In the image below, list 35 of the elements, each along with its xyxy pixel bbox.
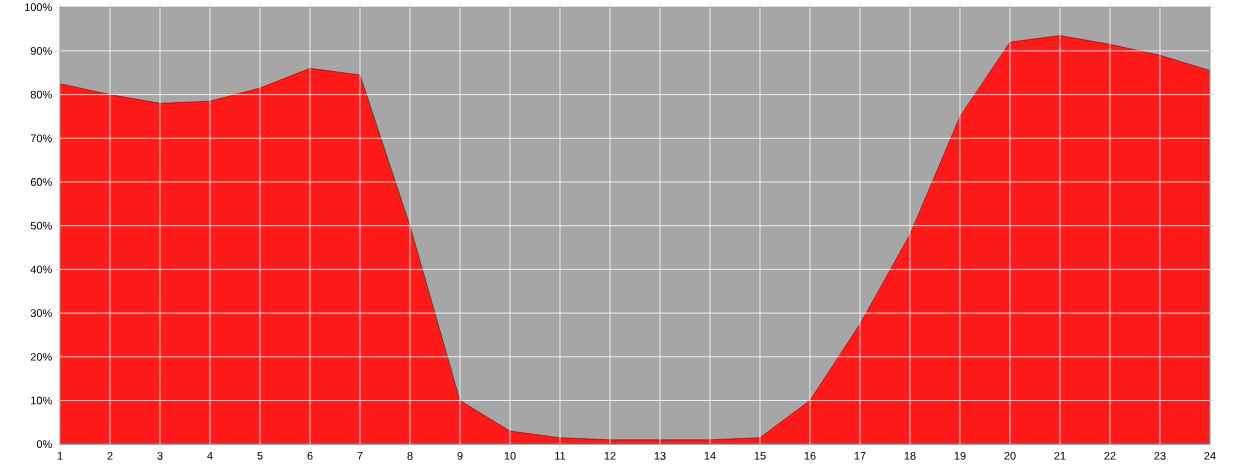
y-tick-label: 10% (31, 396, 52, 405)
x-tick-label: 14 (704, 451, 716, 460)
y-tick-label: 50% (30, 221, 52, 230)
y-tick-label: 100% (25, 3, 52, 11)
x-tick-label: 18 (904, 451, 916, 460)
x-tick-label: 8 (407, 451, 413, 460)
y-tick-label: 30% (30, 309, 52, 317)
y-tick-label: 0% (36, 440, 52, 448)
y-tick-label: 90% (30, 46, 52, 55)
y-tick-label: 40% (30, 265, 52, 274)
x-tick-label: 6 (307, 451, 313, 460)
x-tick-label: 23 (1154, 451, 1166, 460)
x-tick-label: 3 (157, 451, 163, 460)
y-tick-label: 80% (30, 90, 52, 99)
x-tick-label: 24 (1204, 451, 1216, 460)
x-tick-label: 9 (457, 451, 463, 460)
x-tick-label: 13 (654, 451, 666, 460)
x-tick-label: 20 (1004, 451, 1016, 460)
x-tick-label: 11 (555, 451, 566, 460)
x-tick-label: 19 (954, 451, 966, 460)
x-tick-label: 10 (504, 451, 516, 460)
x-tick-label: 22 (1104, 451, 1116, 460)
x-tick-label: 5 (257, 451, 263, 460)
x-tick-label: 12 (604, 451, 616, 460)
y-tick-label: 60% (30, 178, 52, 186)
x-tick-label: 17 (854, 451, 866, 460)
x-tick-label: 16 (804, 451, 816, 460)
y-tick-label: 70% (30, 134, 52, 143)
x-tick-label: 21 (1054, 451, 1066, 460)
x-tick-label: 7 (357, 451, 363, 460)
x-tick-label: 15 (754, 451, 766, 460)
x-tick-label: 2 (107, 451, 113, 460)
x-tick-label: 1 (57, 451, 63, 460)
x-tick-label: 4 (207, 451, 213, 460)
y-tick-label: 20% (30, 352, 52, 361)
